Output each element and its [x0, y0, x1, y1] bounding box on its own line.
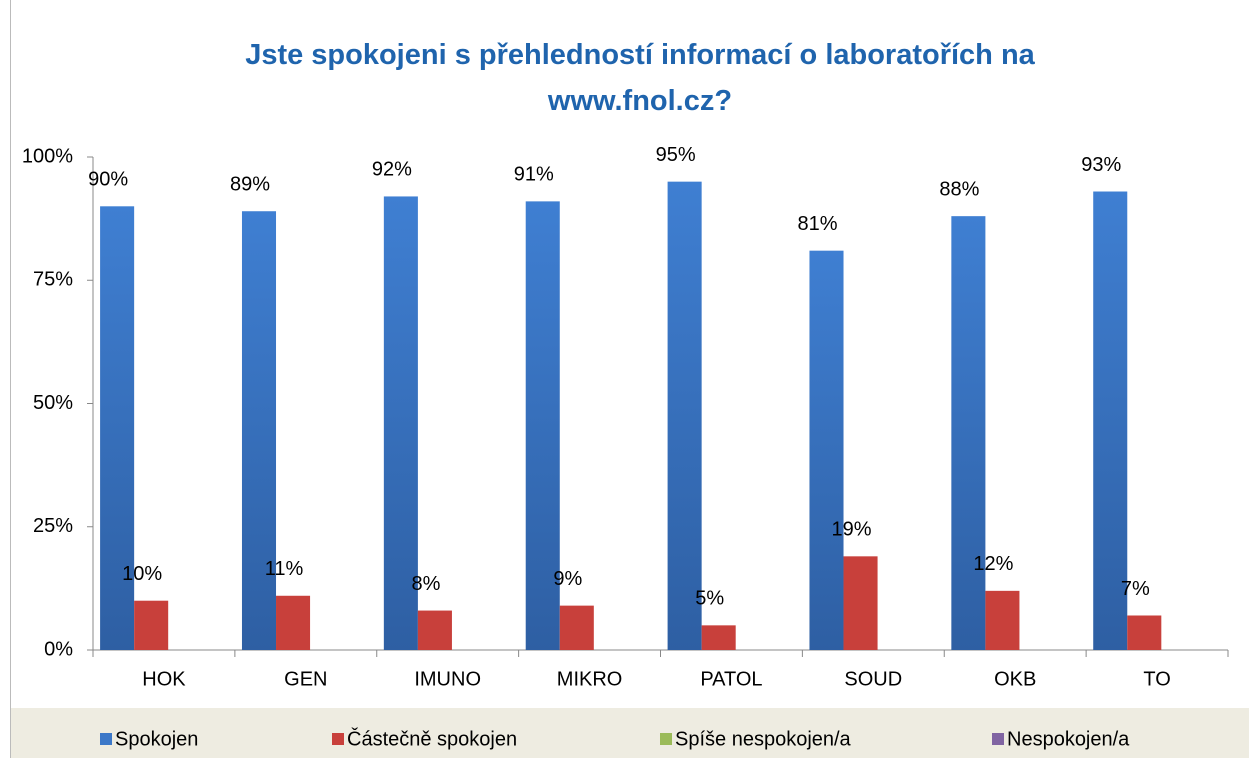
- data-label: 19%: [832, 519, 872, 541]
- x-tick-label: IMUNO: [414, 668, 481, 690]
- bar: [276, 595, 311, 650]
- bar: [985, 590, 1020, 650]
- legend-label: Nespokojen/a: [1007, 728, 1130, 750]
- data-label: 10%: [122, 563, 162, 585]
- data-label: 92%: [372, 159, 412, 181]
- bar: [951, 216, 986, 650]
- data-label: 90%: [88, 169, 128, 191]
- data-label: 89%: [230, 174, 270, 196]
- bar: [559, 605, 594, 650]
- bar: [241, 211, 277, 651]
- legend-label: Částečně spokojen: [347, 727, 517, 750]
- data-label: 8%: [411, 573, 440, 595]
- data-label: 11%: [265, 558, 304, 580]
- y-tick-label: 0%: [44, 638, 73, 660]
- bar: [383, 196, 418, 650]
- data-label: 7%: [1121, 578, 1150, 600]
- x-tick-label: PATOL: [700, 668, 762, 690]
- x-tick-label: TO: [1143, 668, 1170, 690]
- x-tick-label: HOK: [142, 668, 186, 690]
- bar: [100, 206, 135, 651]
- bar: [809, 250, 844, 651]
- bar: [1093, 191, 1128, 650]
- legend-swatch: [332, 733, 344, 745]
- legend-label: Spíše nespokojen/a: [675, 728, 852, 750]
- bar: [134, 600, 169, 650]
- x-tick-label: SOUD: [844, 668, 902, 690]
- bar: [843, 556, 878, 650]
- bar: [1127, 615, 1162, 650]
- bar: [701, 625, 736, 650]
- data-label: 93%: [1081, 154, 1121, 176]
- data-label: 5%: [695, 588, 724, 610]
- bar: [667, 181, 702, 650]
- data-label: 12%: [973, 553, 1013, 575]
- data-label: 88%: [939, 178, 979, 200]
- data-label: 91%: [514, 164, 554, 186]
- legend-swatch: [992, 733, 1004, 745]
- legend-background: [11, 708, 1249, 758]
- legend-swatch: [660, 733, 672, 745]
- y-tick-label: 25%: [33, 515, 73, 537]
- bar: [525, 201, 560, 650]
- x-tick-label: OKB: [994, 668, 1036, 690]
- data-label: 9%: [553, 568, 582, 590]
- bar: [417, 610, 452, 650]
- y-tick-label: 100%: [22, 145, 73, 167]
- legend-swatch: [100, 733, 112, 745]
- chart-border: [10, 0, 1249, 758]
- legend-label: Spokojen: [115, 728, 198, 750]
- x-tick-label: GEN: [284, 668, 327, 690]
- data-label: 95%: [656, 144, 696, 166]
- x-tick-label: MIKRO: [557, 668, 623, 690]
- chart-title: Jste spokojeni s přehledností informací …: [245, 39, 1035, 117]
- data-label: 81%: [797, 213, 837, 235]
- y-tick-label: 75%: [33, 269, 73, 291]
- y-tick-label: 50%: [33, 392, 73, 414]
